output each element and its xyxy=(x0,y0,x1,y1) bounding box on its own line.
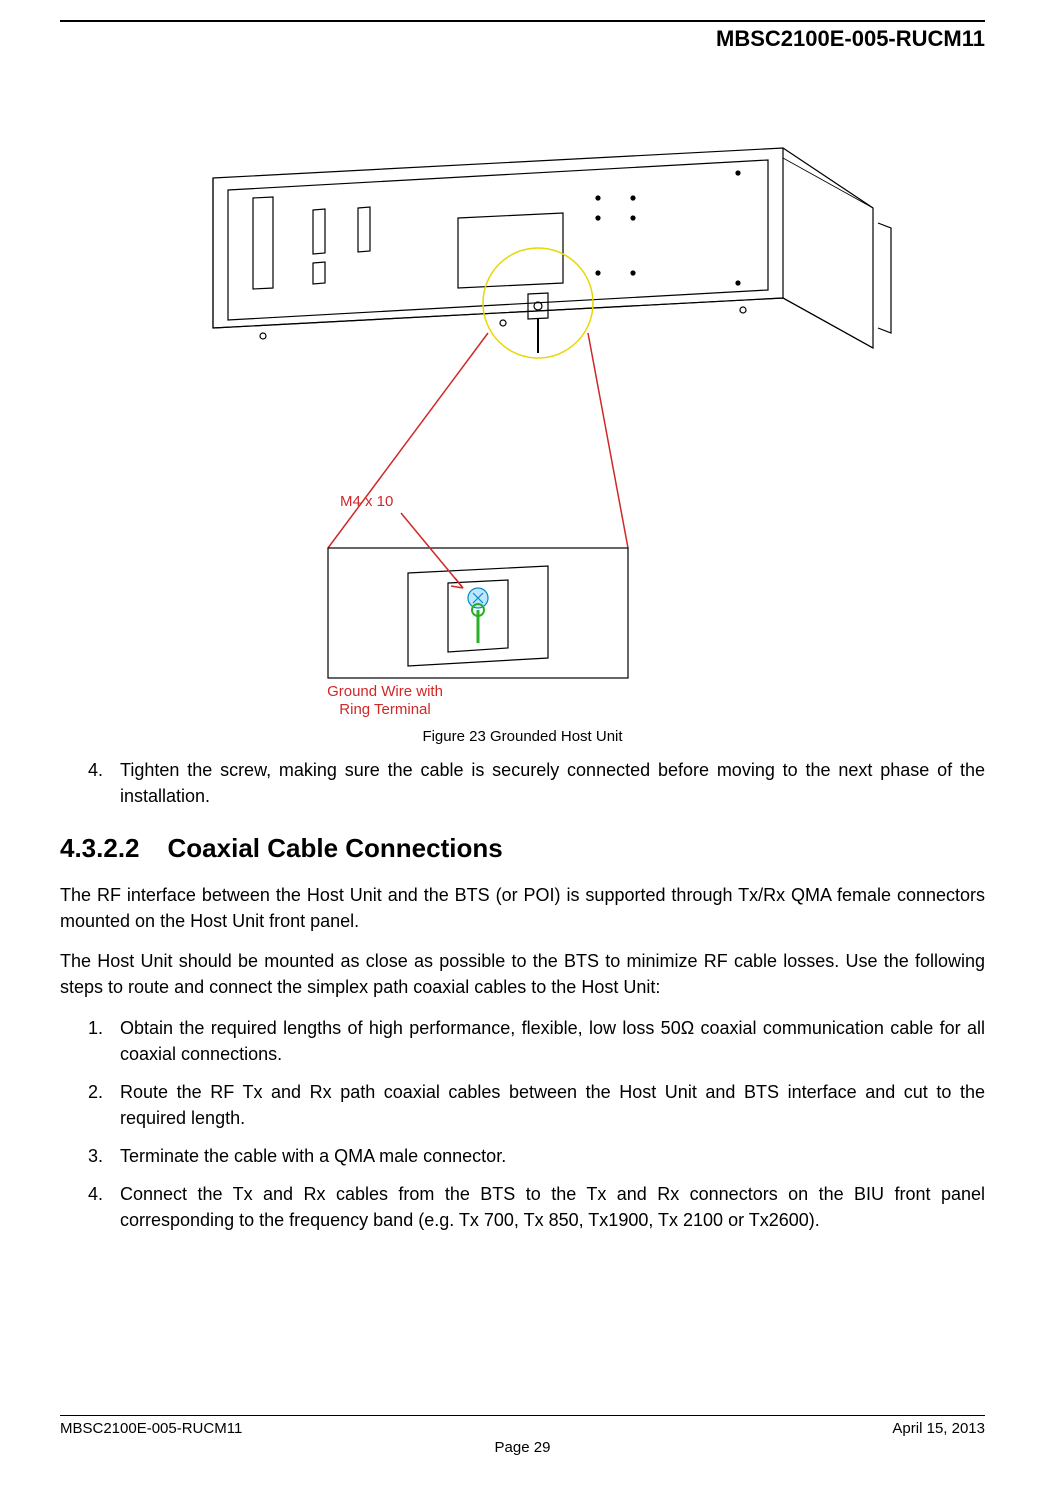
steps-list: Obtain the required lengths of high perf… xyxy=(60,1015,985,1234)
footer-rule xyxy=(60,1415,985,1416)
host-unit-diagram xyxy=(143,118,903,698)
continuation-list: Tighten the screw, making sure the cable… xyxy=(60,757,985,809)
callout-ground-label: Ground Wire with Ring Terminal xyxy=(305,683,465,719)
step-2: Route the RF Tx and Rx path coaxial cabl… xyxy=(108,1079,985,1131)
header-doc-id: MBSC2100E-005-RUCM11 xyxy=(60,22,985,58)
paragraph-2: The Host Unit should be mounted as close… xyxy=(60,948,985,1000)
step-1: Obtain the required lengths of high perf… xyxy=(108,1015,985,1067)
callout-ground-line2: Ring Terminal xyxy=(339,701,430,718)
callout-ground-line1: Ground Wire with xyxy=(327,683,443,700)
footer-row: MBSC2100E-005-RUCM11 April 15, 2013 xyxy=(60,1420,985,1437)
page-footer: MBSC2100E-005-RUCM11 April 15, 2013 Page… xyxy=(60,1415,985,1456)
figure-container: M4 x 10 Ground Wire with Ring Terminal xyxy=(60,118,985,718)
step-3: Terminate the cable with a QMA male conn… xyxy=(108,1143,985,1169)
callout-m4-label: M4 x 10 xyxy=(340,493,393,511)
footer-left: MBSC2100E-005-RUCM11 xyxy=(60,1420,242,1437)
paragraph-1: The RF interface between the Host Unit a… xyxy=(60,882,985,934)
footer-page-number: Page 29 xyxy=(60,1439,985,1456)
footer-right: April 15, 2013 xyxy=(892,1420,985,1437)
section-heading: 4.3.2.2 Coaxial Cable Connections xyxy=(60,833,985,864)
step-4: Connect the Tx and Rx cables from the BT… xyxy=(108,1181,985,1233)
figure-caption: Figure 23 Grounded Host Unit xyxy=(60,728,985,745)
section-number: 4.3.2.2 xyxy=(60,833,140,863)
section-title: Coaxial Cable Connections xyxy=(168,833,503,863)
list-item-4: Tighten the screw, making sure the cable… xyxy=(108,757,985,809)
